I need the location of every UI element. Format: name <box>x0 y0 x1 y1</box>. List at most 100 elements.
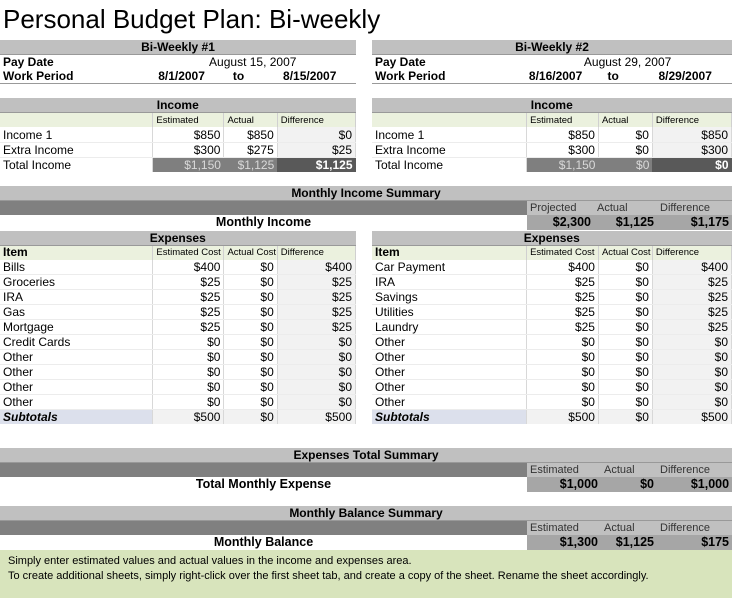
expense-actual[interactable]: $0 <box>598 259 653 275</box>
expense-estimated[interactable]: $0 <box>526 394 599 410</box>
expense-estimated[interactable]: $0 <box>152 394 225 410</box>
expense-actual[interactable]: $0 <box>598 274 653 290</box>
expense-label[interactable]: Other <box>0 349 154 365</box>
expense-label[interactable]: Other <box>372 349 528 365</box>
expense-label[interactable]: Car Payment <box>372 259 528 275</box>
expense-estimated[interactable]: $25 <box>526 304 599 320</box>
total-expense-difference[interactable]: $1,000 <box>657 477 733 492</box>
expense-estimated[interactable]: $0 <box>152 349 225 365</box>
expense-label[interactable]: Other <box>372 334 528 350</box>
expense-actual[interactable]: $0 <box>598 304 653 320</box>
income-estimated[interactable]: $300 <box>526 142 599 158</box>
subtotals-label: Subtotals <box>0 409 154 425</box>
total-expense-estimated[interactable]: $1,000 <box>527 477 601 492</box>
expense-label[interactable]: Mortgage <box>0 319 154 335</box>
monthly-balance-estimated[interactable]: $1,300 <box>527 535 601 550</box>
expense-estimated[interactable]: $0 <box>152 334 225 350</box>
income-actual[interactable]: $0 <box>598 127 653 143</box>
work-period-from[interactable]: 8/16/2007 <box>528 69 583 84</box>
expense-estimated[interactable]: $0 <box>526 379 599 395</box>
expense-actual[interactable]: $0 <box>223 319 278 335</box>
income-actual[interactable]: $0 <box>598 142 653 158</box>
expense-estimated[interactable]: $0 <box>152 364 225 380</box>
expense-label[interactable]: Other <box>372 364 528 380</box>
income-estimated[interactable]: $300 <box>152 142 225 158</box>
expense-label[interactable]: Other <box>0 394 154 410</box>
expense-actual[interactable]: $0 <box>223 379 278 395</box>
expenses-header: Expenses <box>372 230 732 246</box>
expense-actual[interactable]: $0 <box>223 304 278 320</box>
expense-actual[interactable]: $0 <box>223 364 278 380</box>
expense-label[interactable]: Bills <box>0 259 154 275</box>
expense-difference: $25 <box>277 304 357 320</box>
period-header: Bi-Weekly #1 <box>0 40 356 56</box>
income-estimated[interactable]: $850 <box>526 127 599 143</box>
income-label[interactable]: Extra Income <box>372 142 528 158</box>
monthly-income-difference[interactable]: $1,175 <box>657 215 732 230</box>
expense-actual[interactable]: $0 <box>598 364 653 380</box>
pay-date-value[interactable]: August 29, 2007 <box>583 55 672 70</box>
work-period-to[interactable]: 8/15/2007 <box>283 69 337 84</box>
expense-actual[interactable]: $0 <box>223 394 278 410</box>
work-period-to[interactable]: 8/29/2007 <box>658 69 712 84</box>
total-expense-actual[interactable]: $0 <box>601 477 657 492</box>
work-period-to-label: to <box>607 69 619 84</box>
income-estimated[interactable]: $850 <box>152 127 225 143</box>
income-actual[interactable]: $850 <box>223 127 278 143</box>
expense-estimated[interactable]: $25 <box>152 274 225 290</box>
work-period-from[interactable]: 8/1/2007 <box>158 69 205 84</box>
col-actual: Actual <box>601 520 657 536</box>
expense-label[interactable]: Gas <box>0 304 154 320</box>
expense-actual[interactable]: $0 <box>598 379 653 395</box>
expense-actual[interactable]: $0 <box>223 274 278 290</box>
income-label[interactable]: Extra Income <box>0 142 154 158</box>
expense-label[interactable]: Groceries <box>0 274 154 290</box>
expense-label[interactable]: Other <box>372 394 528 410</box>
expense-actual[interactable]: $0 <box>598 334 653 350</box>
expense-label[interactable]: Credit Cards <box>0 334 154 350</box>
work-period-to-label: to <box>232 69 245 84</box>
income-label[interactable]: Income 1 <box>0 127 154 143</box>
expense-estimated[interactable]: $25 <box>526 289 599 305</box>
expense-actual[interactable]: $0 <box>223 259 278 275</box>
subtotal-difference: $500 <box>277 409 357 425</box>
expense-actual[interactable]: $0 <box>598 319 653 335</box>
expense-label[interactable]: Utilities <box>372 304 528 320</box>
monthly-income-actual[interactable]: $1,125 <box>594 215 657 230</box>
expense-estimated[interactable]: $0 <box>526 334 599 350</box>
monthly-balance-difference[interactable]: $175 <box>657 535 732 550</box>
expense-actual[interactable]: $0 <box>598 289 653 305</box>
expense-label[interactable]: Other <box>372 379 528 395</box>
expense-estimated[interactable]: $400 <box>152 259 225 275</box>
income-actual[interactable]: $275 <box>223 142 278 158</box>
expense-label[interactable]: Other <box>0 364 154 380</box>
expense-actual[interactable]: $0 <box>598 394 653 410</box>
expense-estimated[interactable]: $0 <box>152 379 225 395</box>
pay-date-value[interactable]: August 15, 2007 <box>209 55 297 70</box>
expense-label[interactable]: IRA <box>372 274 528 290</box>
expense-estimated[interactable]: $25 <box>526 319 599 335</box>
expense-estimated[interactable]: $25 <box>152 289 225 305</box>
expense-label[interactable]: Other <box>0 379 154 395</box>
expense-label[interactable]: Savings <box>372 289 528 305</box>
expense-label[interactable]: IRA <box>0 289 154 305</box>
expense-estimated[interactable]: $25 <box>526 274 599 290</box>
monthly-balance-actual[interactable]: $1,125 <box>601 535 657 550</box>
expense-estimated[interactable]: $0 <box>526 349 599 365</box>
expense-actual[interactable]: $0 <box>223 334 278 350</box>
expense-actual[interactable]: $0 <box>598 349 653 365</box>
expense-actual[interactable]: $0 <box>223 289 278 305</box>
expense-difference: $0 <box>277 379 357 395</box>
income-label[interactable]: Income 1 <box>372 127 528 143</box>
income-row: Extra Income $300 $0 $300 <box>372 142 733 158</box>
income-row: Income 1 $850 $850 $0 <box>0 127 357 143</box>
expense-difference: $400 <box>277 259 357 275</box>
expense-estimated[interactable]: $25 <box>152 304 225 320</box>
expense-estimated[interactable]: $0 <box>526 364 599 380</box>
total-monthly-expense-label: Total Monthly Expense <box>195 477 332 492</box>
expense-label[interactable]: Laundry <box>372 319 528 335</box>
expense-actual[interactable]: $0 <box>223 349 278 365</box>
expense-estimated[interactable]: $400 <box>526 259 599 275</box>
monthly-income-projected[interactable]: $2,300 <box>527 215 594 230</box>
expense-estimated[interactable]: $25 <box>152 319 225 335</box>
